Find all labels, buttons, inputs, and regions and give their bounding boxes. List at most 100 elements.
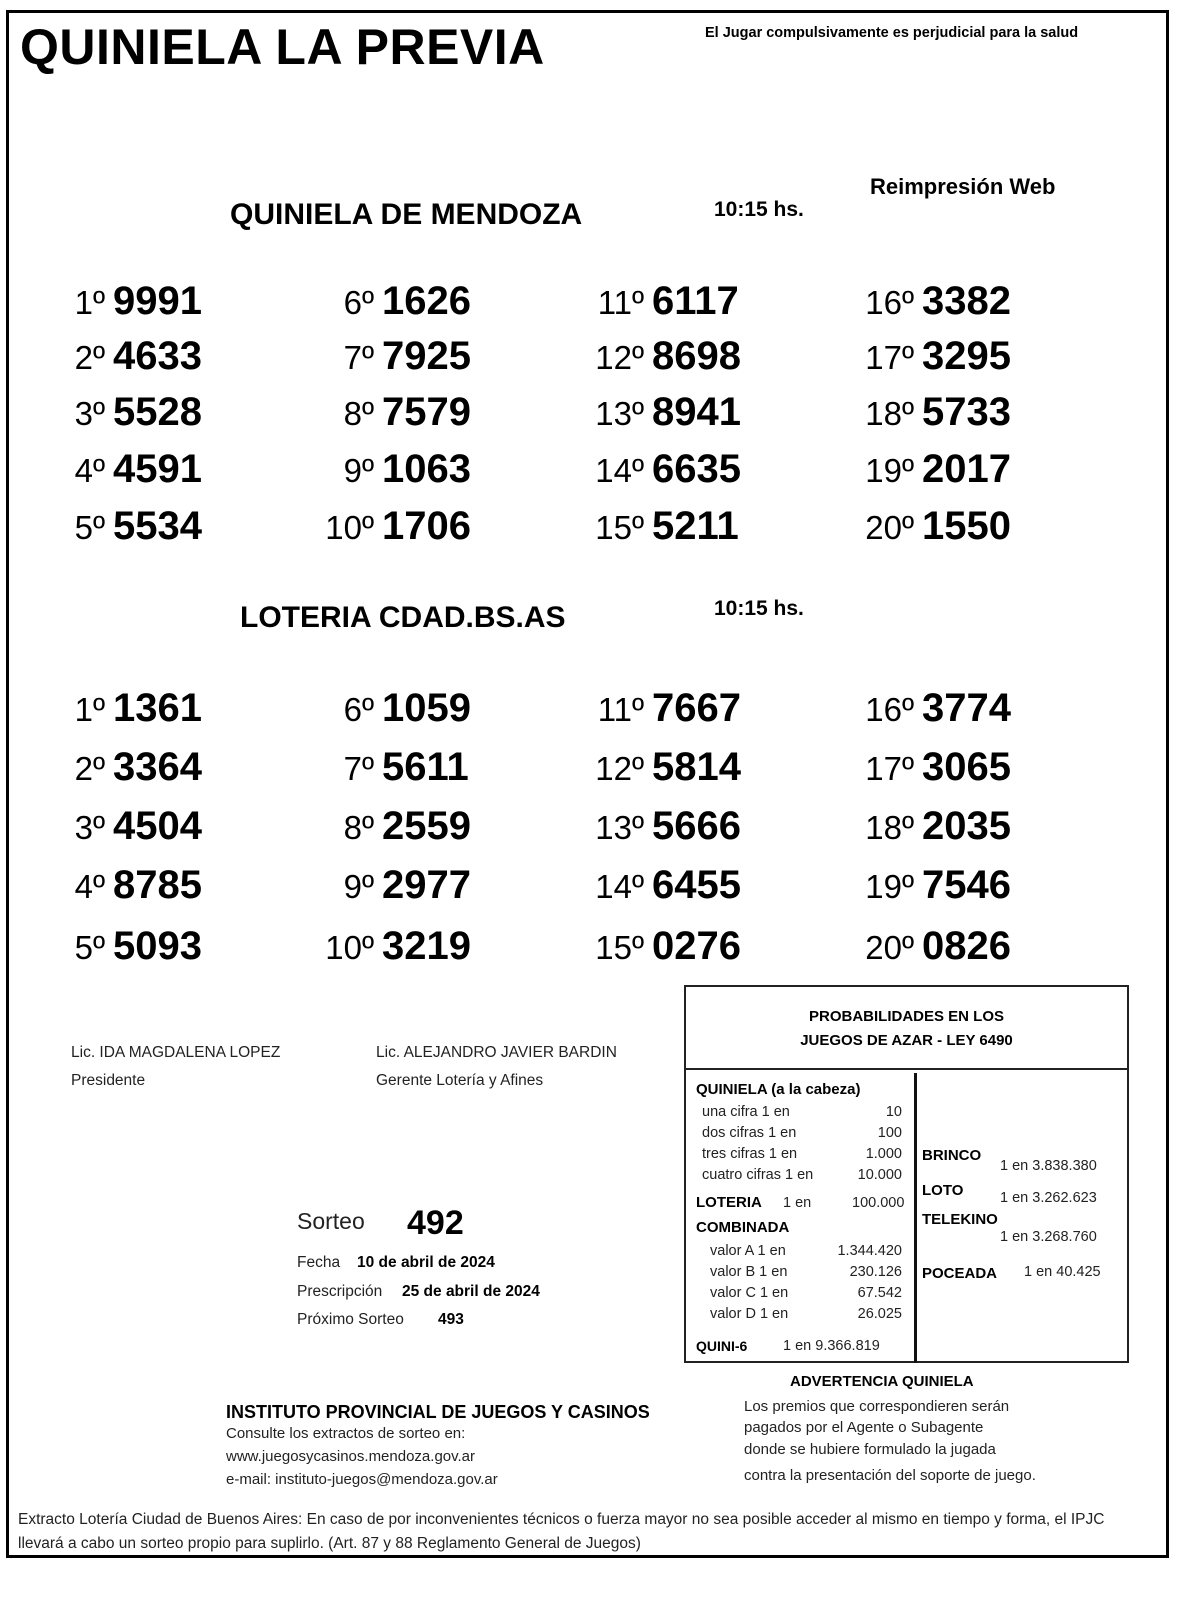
result-item: 14º 6455 (590, 863, 741, 908)
result-number: 5814 (652, 745, 741, 789)
section-time-mendoza: 10:15 hs. (714, 198, 804, 221)
result-position: 19º (865, 868, 914, 905)
result-position: 14º (595, 452, 644, 489)
result-number: 0826 (922, 924, 1011, 968)
result-item: 18º 5733 (860, 390, 1011, 435)
result-item: 1º 9991 (70, 279, 202, 324)
prob-row-value: 1.344.420 (837, 1243, 902, 1259)
advertencia-line: contra la presentación del soporte de ju… (744, 1467, 1036, 1484)
result-item: 10º 3219 (320, 924, 471, 969)
quini6-label: QUINI-6 (696, 1338, 748, 1354)
result-position: 11º (597, 284, 644, 321)
result-item: 2º 3364 (70, 745, 202, 790)
signature-role-2: Gerente Lotería y Afines (376, 1072, 544, 1089)
prob-title-2: JUEGOS DE AZAR - LEY 6490 (800, 1032, 1013, 1049)
result-item: 9º 2977 (320, 863, 471, 908)
result-number: 7546 (922, 863, 1011, 907)
result-number: 6117 (652, 279, 739, 323)
result-item: 17º 3295 (860, 334, 1011, 379)
probabilities-box: PROBABILIDADES EN LOS JUEGOS DE AZAR - L… (684, 985, 1129, 1363)
result-number: 7925 (382, 334, 471, 378)
result-position: 11º (597, 691, 644, 728)
result-item: 4º 8785 (70, 863, 202, 908)
result-number: 5666 (652, 804, 741, 848)
sorteo-number: 492 (407, 1204, 464, 1242)
result-position: 2º (74, 750, 105, 787)
result-position: 17º (865, 339, 914, 376)
prob-row-label: cuatro cifras 1 en (702, 1167, 814, 1183)
result-position: 12º (595, 339, 644, 376)
prob-row-value: 100 (877, 1125, 902, 1141)
result-position: 16º (865, 691, 914, 728)
result-position: 16º (865, 284, 914, 321)
result-number: 5528 (113, 390, 202, 434)
institute-name: INSTITUTO PROVINCIAL DE JUEGOS Y CASINOS (226, 1402, 650, 1422)
result-item: 9º 1063 (320, 447, 471, 492)
result-number: 4504 (113, 804, 202, 848)
result-position: 1º (74, 691, 105, 728)
result-number: 1361 (113, 686, 202, 730)
result-number: 6455 (652, 863, 741, 907)
result-number: 2559 (382, 804, 471, 848)
result-position: 3º (74, 809, 105, 846)
result-number: 1550 (922, 504, 1011, 548)
result-position: 6º (343, 284, 374, 321)
result-position: 19º (865, 452, 914, 489)
result-position: 3º (74, 395, 105, 432)
result-position: 14º (595, 868, 644, 905)
result-position: 4º (74, 452, 105, 489)
prescripcion-label: Prescripción (297, 1283, 383, 1300)
result-item: 13º 8941 (590, 390, 741, 435)
result-position: 9º (343, 452, 374, 489)
prob-row-value: 26.025 (857, 1306, 902, 1322)
quiniela-label: QUINIELA (a la cabeza) (696, 1081, 861, 1098)
result-number: 3295 (922, 334, 1011, 378)
result-number: 8941 (652, 390, 741, 434)
advertencia-title: ADVERTENCIA QUINIELA (790, 1373, 974, 1390)
result-number: 2017 (922, 447, 1011, 491)
section-title-mendoza: QUINIELA DE MENDOZA (230, 198, 583, 231)
result-position: 1º (74, 284, 105, 321)
prob-row-label: dos cifras 1 en (702, 1125, 797, 1141)
result-item: 5º 5093 (70, 924, 202, 969)
result-position: 8º (343, 395, 374, 432)
result-position: 5º (74, 509, 105, 546)
loteria-label: LOTERIA (696, 1194, 762, 1211)
result-number: 1059 (382, 686, 471, 730)
result-item: 6º 1059 (320, 686, 471, 731)
consult-text: Consulte los extractos de sorteo en: (226, 1425, 466, 1442)
result-number: 3219 (382, 924, 471, 968)
signature-name-1: Lic. IDA MAGDALENA LOPEZ (71, 1044, 281, 1061)
result-number: 2977 (382, 863, 471, 907)
footer-note: Extracto Lotería Ciudad de Buenos Aires:… (18, 1511, 1105, 1552)
result-number: 0276 (652, 924, 741, 968)
result-position: 10º (325, 509, 374, 546)
sorteo-label: Sorteo (297, 1208, 365, 1234)
result-number: 5093 (113, 924, 202, 968)
prob-row-label: tres cifras 1 en (702, 1146, 798, 1162)
result-item: 16º 3774 (860, 686, 1011, 731)
poceada-value: 1 en 40.425 (1024, 1264, 1101, 1280)
result-position: 13º (595, 809, 644, 846)
result-item: 11º 7667 (590, 686, 741, 731)
email-link[interactable]: e-mail: instituto-juegos@mendoza.gov.ar (226, 1471, 498, 1488)
result-position: 12º (595, 750, 644, 787)
result-item: 8º 2559 (320, 804, 471, 849)
prob-row-label: valor B 1 en (710, 1264, 788, 1280)
result-item: 7º 5611 (320, 745, 469, 790)
result-number: 8698 (652, 334, 741, 378)
result-position: 18º (865, 809, 914, 846)
brinco-label: BRINCO (922, 1147, 982, 1164)
telekino-label: TELEKINO (922, 1211, 998, 1228)
prescripcion-value: 25 de abril de 2024 (402, 1283, 540, 1300)
result-number: 2035 (922, 804, 1011, 848)
proximo-value: 493 (438, 1311, 464, 1328)
prob-row-value: 1.000 (865, 1146, 902, 1162)
result-number: 3382 (922, 279, 1011, 323)
result-position: 20º (865, 509, 914, 546)
website-link[interactable]: www.juegosycasinos.mendoza.gov.ar (226, 1448, 476, 1465)
loto-value: 1 en 3.262.623 (1000, 1190, 1097, 1206)
quini6-value: 1 en 9.366.819 (783, 1338, 880, 1354)
combinada-label: COMBINADA (696, 1219, 790, 1236)
page-title: QUINIELA LA PREVIA (20, 19, 545, 75)
